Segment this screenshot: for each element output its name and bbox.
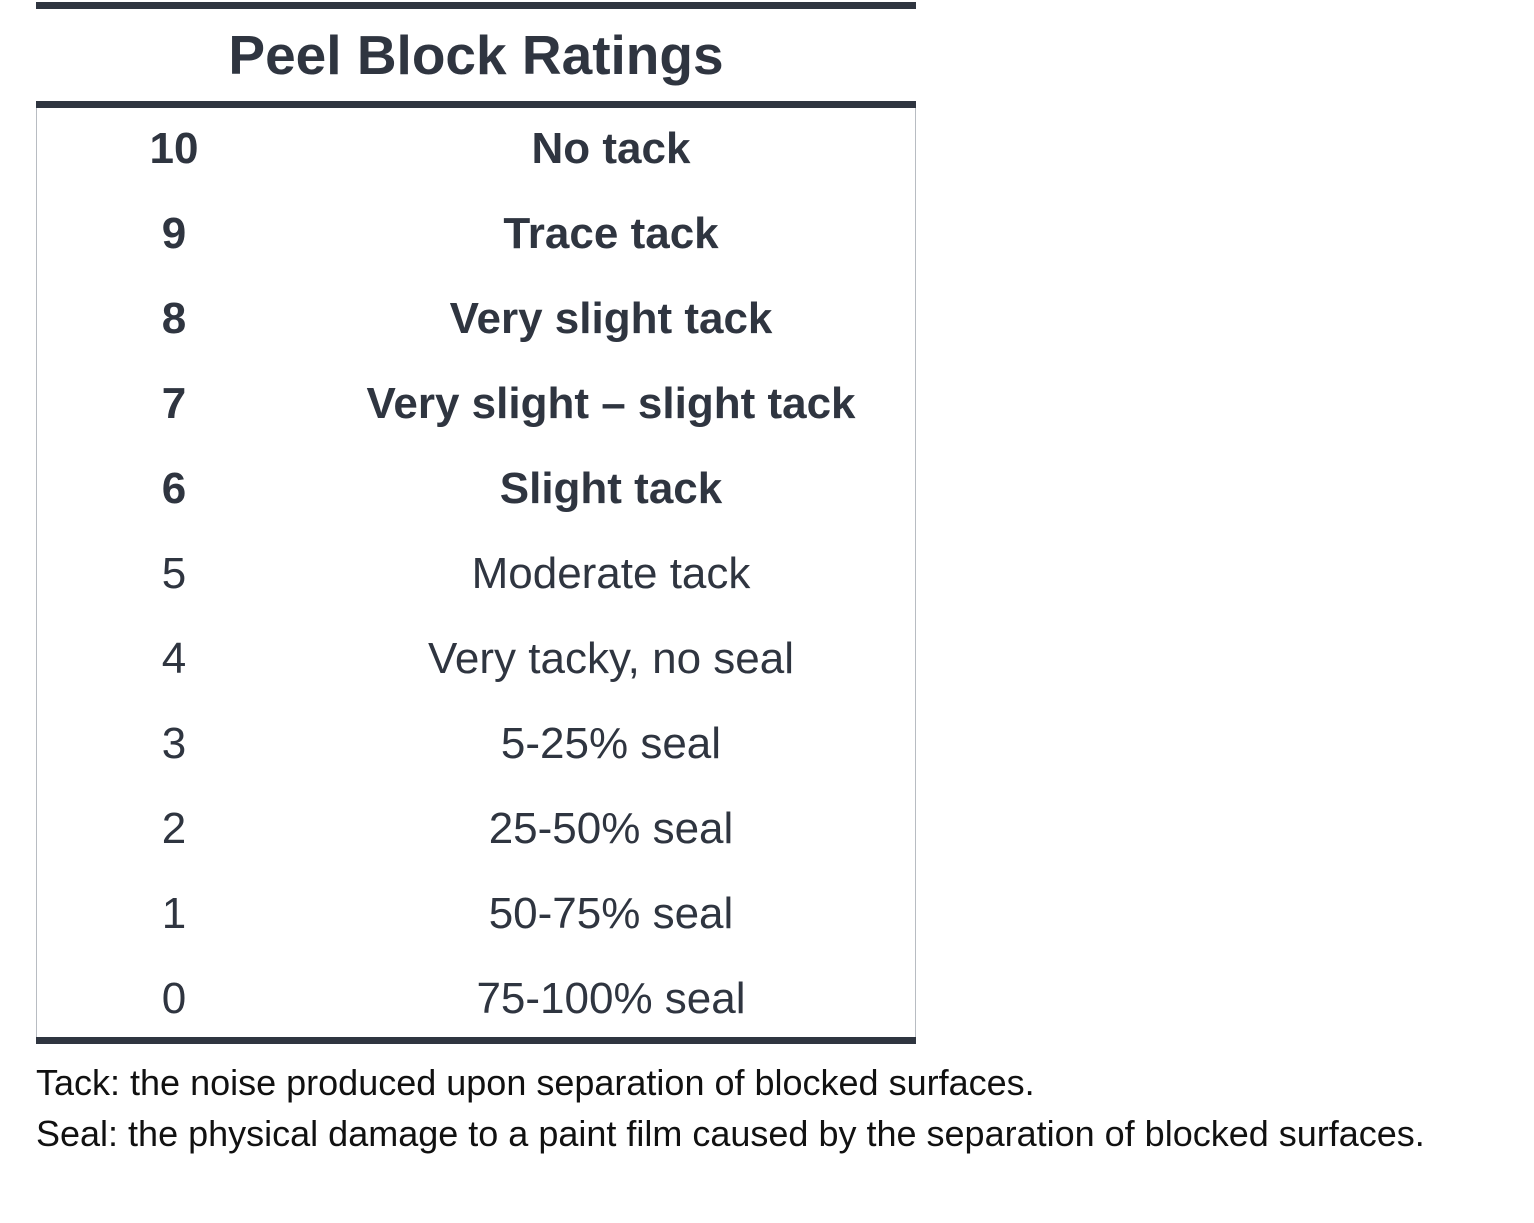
table-title: Peel Block Ratings bbox=[228, 24, 724, 86]
rating-description: Trace tack bbox=[503, 209, 719, 258]
rating-value: 8 bbox=[161, 294, 187, 343]
table-row: 4 Very tacky, no seal bbox=[36, 616, 916, 701]
table-row: 6 Slight tack bbox=[36, 446, 916, 531]
table-bottom-rule bbox=[36, 1037, 916, 1044]
rating-value: 0 bbox=[161, 974, 187, 1023]
rating-value: 10 bbox=[149, 124, 199, 173]
rating-description: Moderate tack bbox=[471, 549, 751, 598]
rating-description: 75-100% seal bbox=[476, 974, 746, 1023]
rating-value: 6 bbox=[161, 464, 187, 513]
tack-definition: Tack: the noise produced upon separation… bbox=[36, 1062, 1035, 1103]
table-header-rule bbox=[36, 101, 916, 108]
rating-value: 5 bbox=[161, 549, 187, 598]
rating-description: Slight tack bbox=[499, 464, 723, 513]
rating-description: No tack bbox=[531, 124, 691, 173]
table-row: 2 25-50% seal bbox=[36, 786, 916, 871]
table-row: 9 Trace tack bbox=[36, 191, 916, 276]
table-row: 10 No tack bbox=[36, 106, 916, 191]
table-top-rule bbox=[36, 2, 916, 9]
rating-value: 7 bbox=[161, 379, 187, 428]
table-right-border bbox=[915, 108, 916, 1038]
definitions: Tack: the noise produced upon separation… bbox=[36, 1057, 1526, 1159]
rating-description: 5-25% seal bbox=[500, 719, 722, 768]
seal-definition: Seal: the physical damage to a paint fil… bbox=[36, 1113, 1425, 1154]
table-row: 1 50-75% seal bbox=[36, 871, 916, 956]
table-row: 3 5-25% seal bbox=[36, 701, 916, 786]
peel-block-ratings-table: Peel Block Ratings 10 No tack 9 Trace ta… bbox=[36, 0, 916, 1046]
rating-value: 1 bbox=[161, 889, 187, 938]
rating-description: Very slight tack bbox=[449, 294, 773, 343]
rating-value: 4 bbox=[161, 634, 187, 683]
rating-description: Very slight – slight tack bbox=[366, 379, 856, 428]
rating-description: 50-75% seal bbox=[488, 889, 734, 938]
table-row: 8 Very slight tack bbox=[36, 276, 916, 361]
rating-value: 3 bbox=[161, 719, 187, 768]
rating-value: 9 bbox=[161, 209, 187, 258]
table-row: 7 Very slight – slight tack bbox=[36, 361, 916, 446]
table-row: 5 Moderate tack bbox=[36, 531, 916, 616]
table-body: 10 No tack 9 Trace tack 8 Very slight ta… bbox=[36, 106, 916, 1041]
table-left-border bbox=[36, 108, 37, 1038]
rating-value: 2 bbox=[161, 804, 187, 853]
table-row: 0 75-100% seal bbox=[36, 956, 916, 1041]
rating-description: 25-50% seal bbox=[488, 804, 734, 853]
rating-description: Very tacky, no seal bbox=[427, 634, 795, 683]
